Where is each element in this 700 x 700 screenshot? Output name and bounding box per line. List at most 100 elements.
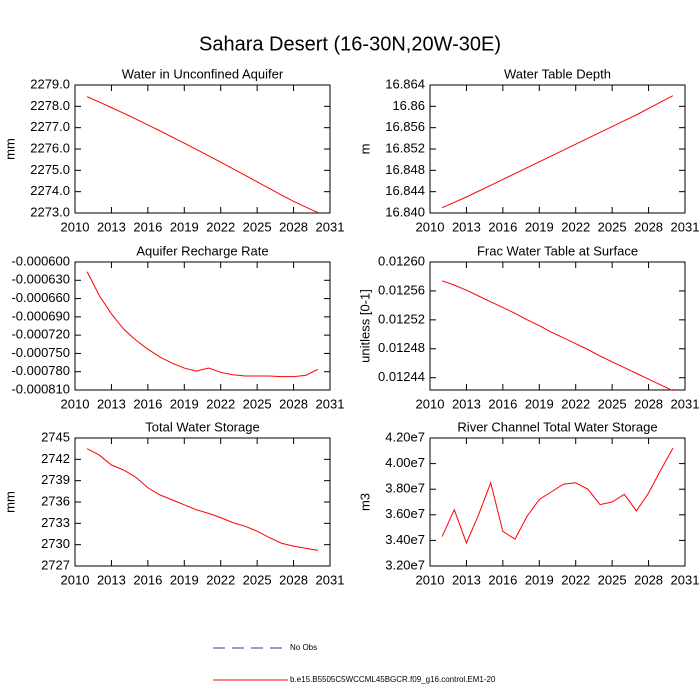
y-tick-label: 2727 [41,557,70,572]
y-tick-label: 2730 [41,536,70,551]
data-line [441,447,674,545]
y-tick-label: 4.20e7 [385,429,425,444]
legend-label: No Obs [290,643,317,652]
plot-frame [429,261,686,391]
y-tick-label: -0.000600 [11,253,70,268]
y-tick-label: -0.000780 [11,363,70,378]
y-tick-label: -0.000720 [11,327,70,342]
x-tick-label: 2022 [206,572,235,587]
plot-frame [74,261,331,391]
x-tick-label: 2022 [206,396,235,411]
y-tick-label: 3.80e7 [385,481,425,496]
y-tick-label: -0.000690 [11,308,70,323]
data-line [86,271,319,378]
data-line [86,448,318,551]
x-tick-label: 2010 [61,396,90,411]
x-tick-label: 2019 [525,572,554,587]
data-line [86,96,319,214]
x-tick-label: 2019 [525,396,554,411]
plot-frame [74,84,331,214]
x-tick-label: 2019 [170,572,199,587]
x-tick-label: 2010 [416,396,445,411]
y-tick-label: -0.000660 [11,290,70,305]
plot-frame [74,437,331,567]
x-tick-label: 2013 [452,572,481,587]
x-tick-label: 2016 [488,572,517,587]
y-tick-label: 2733 [41,515,70,530]
x-tick-label: 2013 [97,396,126,411]
x-tick-label: 2016 [488,396,517,411]
x-tick-label: 2028 [634,572,663,587]
y-axis-label: unitless [0-1] [357,289,372,363]
y-tick-label: -0.000630 [11,272,70,287]
x-tick-label: 2028 [279,219,308,234]
y-tick-label: 16.852 [385,140,425,155]
x-tick-label: 2013 [452,219,481,234]
panel-title: Water Table Depth [504,66,611,81]
x-tick-label: 2031 [316,219,345,234]
x-tick-label: 2019 [170,396,199,411]
x-tick-label: 2025 [598,572,627,587]
y-tick-label: 0.01256 [378,282,425,297]
y-tick-label: 2275.0 [30,162,70,177]
x-tick-label: 2019 [525,219,554,234]
x-tick-label: 2016 [133,396,162,411]
x-tick-label: 2013 [97,219,126,234]
panel-title: River Channel Total Water Storage [457,419,657,434]
y-tick-label: -0.000810 [11,381,70,396]
y-tick-label: 16.856 [385,119,425,134]
x-tick-label: 2028 [279,396,308,411]
y-tick-label: 16.840 [385,204,425,219]
x-tick-label: 2025 [598,219,627,234]
y-tick-label: 2745 [41,429,70,444]
figure-title: Sahara Desert (16-30N,20W-30E) [199,33,501,55]
y-axis-label: m3 [357,493,372,511]
y-tick-label: 0.01244 [378,369,425,384]
panel-title: Total Water Storage [145,419,259,434]
y-tick-label: 3.20e7 [385,557,425,572]
y-axis-label: m [357,144,372,155]
panel-title: Aquifer Recharge Rate [136,243,268,258]
x-tick-label: 2022 [561,572,590,587]
x-tick-label: 2025 [243,396,272,411]
x-tick-label: 2031 [671,219,700,234]
plot-frame [429,84,686,214]
x-tick-label: 2019 [170,219,199,234]
y-tick-label: 2279.0 [30,76,70,91]
x-tick-label: 2028 [279,572,308,587]
legend-label: b.e15.B5505C5WCCML45BGCR.f09_g16.control… [290,675,496,684]
x-tick-label: 2010 [61,219,90,234]
x-tick-label: 2025 [243,572,272,587]
y-tick-label: 16.864 [385,76,425,91]
x-tick-label: 2013 [97,572,126,587]
y-tick-label: 4.00e7 [385,455,425,470]
y-tick-label: 3.40e7 [385,532,425,547]
y-tick-label: 2739 [41,472,70,487]
y-tick-label: -0.000750 [11,345,70,360]
panel-title: Frac Water Table at Surface [477,243,638,258]
y-tick-label: 2274.0 [30,183,70,198]
x-tick-label: 2028 [634,219,663,234]
y-tick-label: 0.01248 [378,340,425,355]
x-tick-label: 2025 [598,396,627,411]
y-tick-label: 2276.0 [30,140,70,155]
x-tick-label: 2031 [316,572,345,587]
y-tick-label: 16.844 [385,183,425,198]
y-tick-label: 16.86 [392,98,425,113]
y-tick-label: 2277.0 [30,119,70,134]
x-tick-label: 2010 [416,219,445,234]
x-tick-label: 2022 [206,219,235,234]
y-tick-label: 2273.0 [30,204,70,219]
x-tick-label: 2031 [671,396,700,411]
data-line [441,95,674,209]
panel-title: Water in Unconfined Aquifer [122,66,284,81]
plot-frame [429,437,686,567]
y-tick-label: 2736 [41,493,70,508]
y-tick-label: 16.848 [385,162,425,177]
y-tick-label: 2278.0 [30,98,70,113]
y-tick-label: 2742 [41,451,70,466]
x-tick-label: 2016 [488,219,517,234]
y-tick-label: 0.01260 [378,253,425,268]
